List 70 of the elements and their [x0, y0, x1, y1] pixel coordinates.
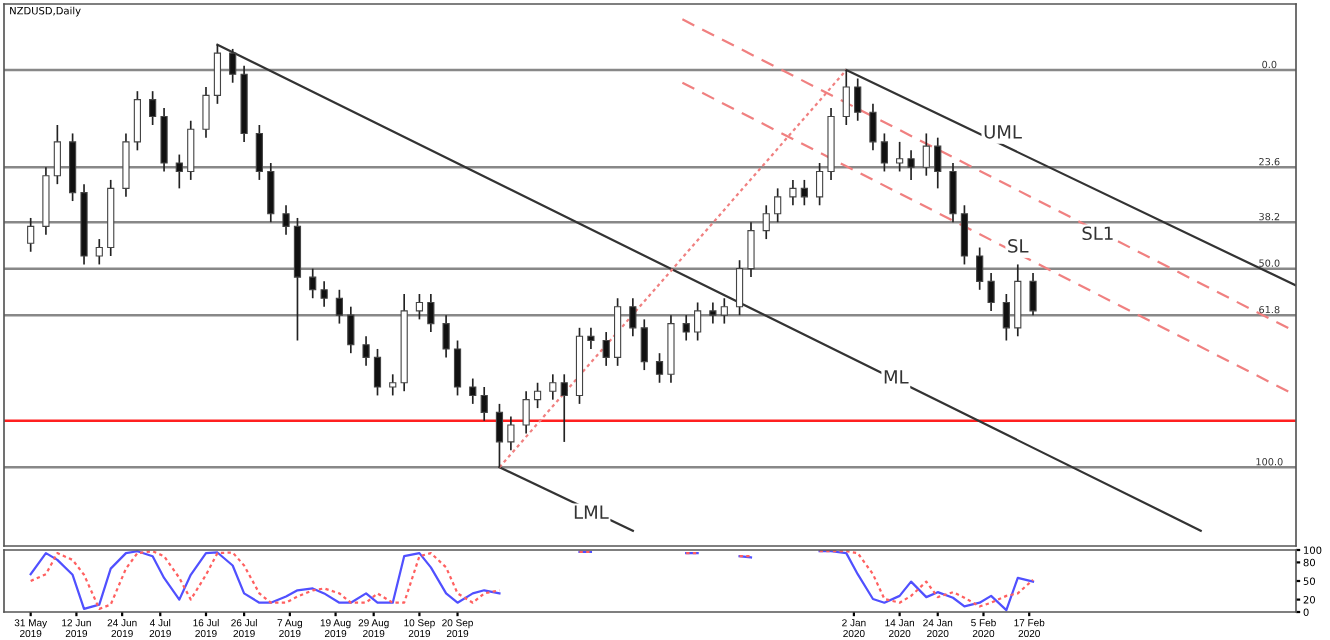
- annotation: ML: [884, 370, 909, 384]
- candlestick: [389, 373, 397, 397]
- candlestick: [789, 179, 797, 207]
- candlestick: [522, 390, 530, 435]
- candlestick: [122, 132, 130, 198]
- candlestick: [694, 301, 702, 342]
- candlestick: [95, 238, 103, 266]
- candlestick: [282, 204, 290, 236]
- annotation: SL: [1008, 239, 1029, 253]
- candlestick: [229, 48, 237, 84]
- candlestick: [255, 124, 263, 181]
- candlestick: [549, 373, 557, 401]
- candlestick: [187, 119, 195, 181]
- candlestick: [213, 43, 222, 105]
- candlestick: [815, 162, 824, 207]
- candlestick: [629, 297, 637, 338]
- candlestick: [267, 162, 275, 224]
- candlestick: [442, 314, 450, 359]
- candlestick: [587, 326, 595, 350]
- candlestick: [175, 153, 183, 190]
- candlestick: [960, 204, 969, 266]
- candlestick: [362, 335, 370, 367]
- annotation: SL1: [1082, 226, 1113, 241]
- candlestick: [922, 132, 930, 177]
- annotation: LML: [574, 505, 609, 519]
- candlestick: [762, 204, 770, 240]
- candlestick: [682, 314, 690, 342]
- candlestick: [720, 297, 728, 325]
- candlestick: [869, 103, 877, 152]
- candlestick: [735, 259, 744, 316]
- candlestick: [53, 124, 61, 185]
- candlestick: [842, 69, 850, 126]
- candlestick: [347, 305, 355, 355]
- candlestick: [560, 373, 568, 443]
- candlestick: [949, 162, 957, 224]
- candlestick: [640, 318, 648, 371]
- candlestick: [602, 331, 610, 367]
- candlestick: [800, 179, 808, 207]
- candlestick: [335, 288, 343, 325]
- candlestick: [27, 217, 35, 253]
- candlestick: [1014, 263, 1022, 338]
- candlestick: [160, 107, 168, 173]
- candlestick: [469, 377, 477, 405]
- candlestick: [880, 132, 888, 173]
- candlestick: [747, 221, 755, 278]
- candlestick: [976, 246, 984, 291]
- candlestick: [320, 280, 328, 308]
- candlestick: [987, 272, 995, 312]
- candlestick: [774, 187, 782, 224]
- candlestick: [480, 386, 488, 422]
- candlestick: [655, 352, 664, 384]
- candlestick: [1002, 293, 1010, 342]
- candlestick: [533, 381, 542, 409]
- candlestick: [415, 293, 424, 321]
- candlestick: [373, 348, 382, 397]
- candlestick: [854, 77, 862, 122]
- candlestick: [907, 149, 915, 181]
- candlestick: [149, 90, 157, 126]
- annotation: UML: [984, 125, 1022, 139]
- candlestick: [202, 86, 210, 139]
- candlestick: [495, 403, 504, 469]
- candlestick: [896, 141, 904, 173]
- candlestick: [1029, 272, 1037, 316]
- candlestick: [709, 301, 717, 325]
- candlestick: [427, 293, 435, 333]
- candlestick: [133, 90, 141, 152]
- candlestick: [453, 339, 462, 397]
- candlestick: [507, 415, 515, 452]
- candlestick: [934, 136, 942, 190]
- candlestick: [309, 267, 317, 300]
